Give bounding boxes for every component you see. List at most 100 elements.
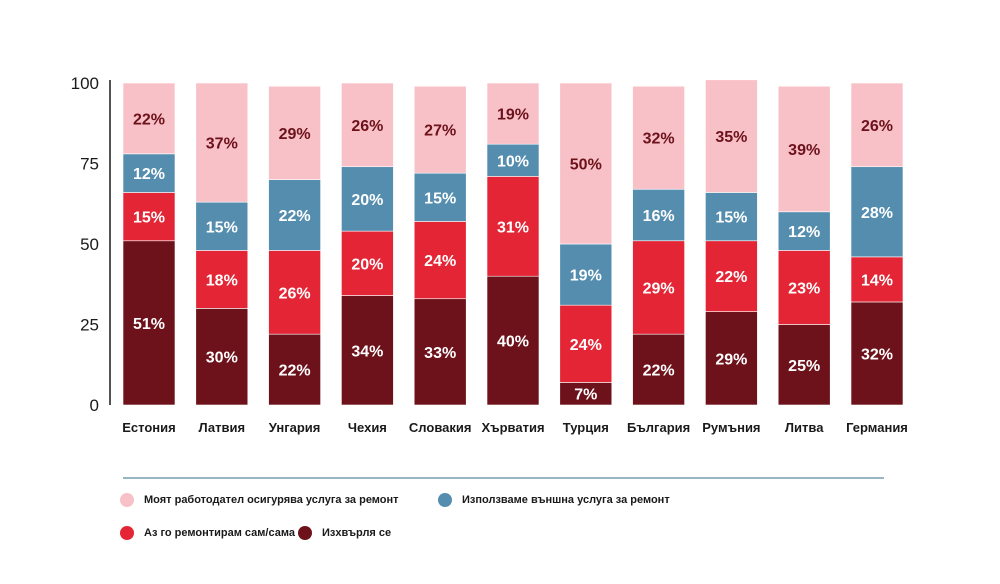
data-label: 22% [715, 269, 747, 286]
bar-segment [632, 188, 685, 242]
data-label: 50% [570, 157, 602, 174]
bar-segment [486, 143, 540, 177]
category-label: Латвия [198, 420, 245, 435]
data-label: 29% [279, 126, 311, 143]
bar-segment [195, 250, 249, 309]
bar-segment [413, 221, 467, 300]
legend-item-discarded: Изхвърля се [298, 526, 391, 540]
legend-dot-self [120, 526, 134, 540]
bar-segment [195, 201, 249, 251]
data-label: 51% [133, 316, 165, 333]
bar-segment [122, 82, 176, 155]
bar-segment [341, 166, 394, 232]
bar-segment [632, 240, 685, 335]
bar-segment [122, 192, 176, 242]
bar-segment [632, 333, 685, 406]
category-label: Румъния [702, 420, 760, 435]
legend-dot-discarded [298, 526, 312, 540]
data-label: 33% [424, 345, 456, 362]
data-label: 26% [279, 285, 311, 302]
data-label: 22% [279, 208, 311, 225]
data-label: 31% [497, 219, 529, 236]
data-label: 32% [861, 346, 893, 363]
data-label: 30% [206, 350, 238, 367]
legend-label-external: Използваме външна услуга за ремонт [462, 494, 670, 506]
data-label: 39% [788, 142, 820, 159]
bar-segment [195, 82, 249, 203]
bar-segment [122, 153, 176, 193]
category-label: Чехия [348, 420, 387, 435]
category-label: България [627, 420, 690, 435]
bar-segment [413, 298, 467, 406]
bar-segment [413, 85, 467, 174]
category-label: Германия [846, 420, 908, 435]
legend-item-employer: Моят работодател осигурява услуга за рем… [120, 493, 399, 507]
y-tick-label: 25 [80, 316, 99, 335]
bar-segment [341, 295, 394, 406]
legend-label-self: Аз го ремонтирам сам/сама [144, 527, 295, 539]
data-label: 26% [861, 118, 893, 135]
data-label: 26% [351, 118, 383, 135]
bar-segment [559, 82, 613, 245]
bar-segment [705, 192, 758, 242]
data-label: 15% [715, 210, 747, 227]
data-label: 35% [715, 129, 747, 146]
legend-dot-employer [120, 493, 134, 507]
bar-segment [413, 172, 467, 222]
data-label: 32% [643, 131, 675, 148]
y-tick-label: 100 [71, 74, 99, 93]
bar-segment [705, 240, 758, 312]
data-label: 22% [133, 111, 165, 128]
category-label: Турция [563, 420, 609, 435]
y-tick-label: 75 [80, 155, 99, 174]
data-label: 15% [133, 210, 165, 227]
data-label: 16% [643, 208, 675, 225]
category-label: Хърватия [481, 420, 544, 435]
bar-segment [632, 85, 685, 190]
category-label: Унгария [269, 420, 321, 435]
data-label: 20% [351, 256, 383, 273]
data-label: 22% [279, 363, 311, 380]
bar-segment [268, 333, 321, 406]
data-label: 18% [206, 272, 238, 289]
bar-segment [486, 176, 540, 277]
bar-segment [559, 304, 613, 383]
bar-segment [777, 324, 831, 406]
bar-segment [850, 166, 904, 258]
data-label: 24% [570, 337, 602, 354]
data-label: 23% [788, 280, 820, 297]
data-label: 10% [497, 153, 529, 170]
data-label: 14% [861, 272, 893, 289]
bar-segment [486, 275, 540, 406]
y-tick-label: 50 [80, 235, 99, 254]
data-label: 15% [424, 190, 456, 207]
category-label: Словакия [409, 420, 472, 435]
bar-segment [268, 250, 321, 335]
data-label: 15% [206, 219, 238, 236]
bar-segment [850, 301, 904, 406]
bar-segment [559, 243, 613, 306]
y-tick-label: 0 [90, 396, 99, 415]
bar-segment [122, 240, 176, 406]
legend-dot-external [438, 493, 452, 507]
bar-segment [195, 308, 249, 406]
data-label: 37% [206, 136, 238, 153]
legend-item-self: Аз го ремонтирам сам/сама [120, 526, 295, 540]
bar-segment [268, 85, 321, 180]
category-label: Литва [785, 420, 824, 435]
data-label: 27% [424, 123, 456, 140]
data-label: 12% [133, 166, 165, 183]
data-label: 22% [643, 363, 675, 380]
bar-segment [705, 79, 758, 193]
bar-segment [777, 250, 831, 325]
category-label: Естония [122, 420, 175, 435]
data-label: 29% [715, 351, 747, 368]
bar-segment [777, 85, 831, 213]
bar-segment [268, 179, 321, 251]
data-label: 19% [570, 268, 602, 285]
bar-segment [486, 82, 540, 145]
data-label: 28% [861, 205, 893, 222]
bar-segment [777, 211, 831, 251]
data-label: 24% [424, 253, 456, 270]
